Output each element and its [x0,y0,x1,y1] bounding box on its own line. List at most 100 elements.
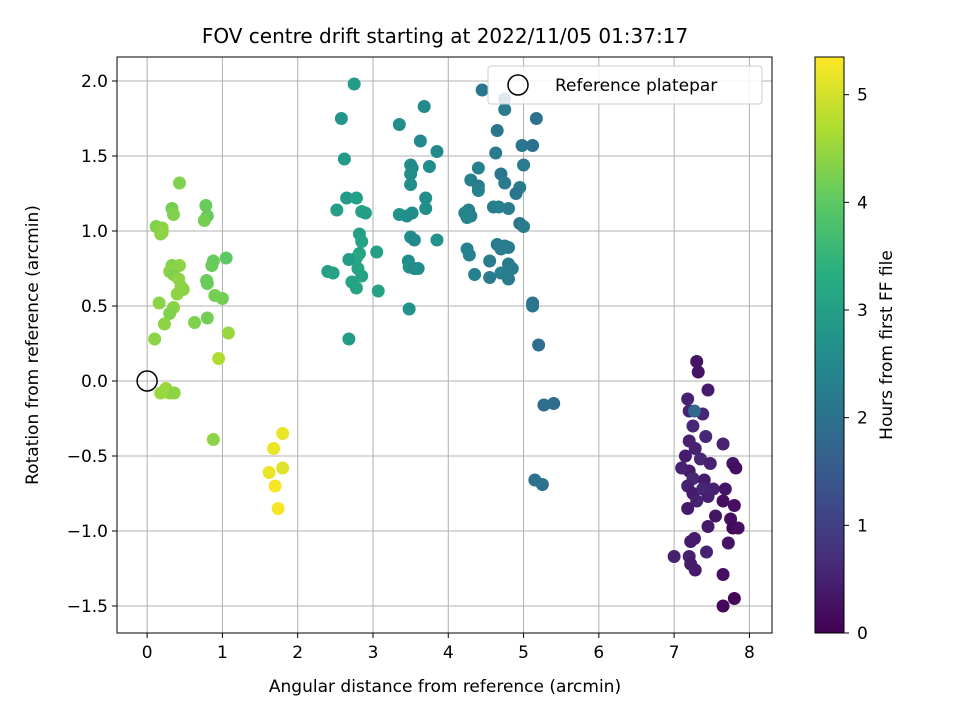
data-point [483,271,497,284]
y-tick-label: 1.5 [81,147,108,167]
data-point [268,479,282,493]
data-point [430,233,444,247]
data-point [419,191,433,205]
data-point [342,332,356,346]
data-point [727,499,741,512]
data-point [334,112,348,125]
legend-marker [507,74,529,96]
x-tick-label: 7 [669,643,680,663]
data-point [349,191,363,205]
colorbar-tick-label: 2 [857,409,868,429]
data-point [419,202,433,215]
data-point [687,404,701,418]
data-point [505,262,519,275]
data-point [276,427,290,440]
data-point [526,139,540,152]
data-point [342,253,356,266]
data-point [517,158,531,172]
data-point [262,466,276,479]
x-tick-label: 6 [593,643,604,663]
data-point [490,124,504,137]
data-point [402,302,416,316]
data-point [462,248,476,262]
data-point [690,355,704,368]
data-point [686,419,700,433]
data-point [347,77,361,91]
data-point [716,437,730,451]
data-point [716,494,730,508]
data-point [690,494,704,508]
data-point [471,161,485,175]
data-point [340,191,354,205]
data-point [501,272,515,286]
data-point [727,592,741,605]
colorbar-tick-label: 3 [857,301,868,321]
data-point [688,442,702,455]
data-point [547,397,561,410]
data-point [199,199,213,212]
data-point [475,83,489,97]
data-point [370,245,384,259]
data-point [205,259,219,272]
colorbar-tick-label: 4 [857,193,868,213]
data-point [371,284,385,298]
data-point [526,299,540,313]
data-point [163,307,177,320]
x-tick-label: 4 [443,643,454,663]
x-axis-label: Angular distance from reference (arcmin) [269,677,621,697]
x-tick-label: 1 [217,643,228,663]
x-tick-label: 3 [368,643,379,663]
legend-box [487,65,763,105]
data-point [219,251,233,265]
data-point [492,200,506,214]
data-point [729,461,743,475]
data-point [276,461,290,475]
data-point [417,100,431,113]
data-point [681,392,695,406]
y-axis-label: Rotation from reference (arcmin) [23,205,43,485]
data-point [731,521,745,535]
data-point [684,535,698,548]
data-point [667,550,681,563]
legend: Reference platepar [487,65,763,105]
y-axis-ticks: −1.5 −1.0 −0.5 0.0 0.5 1.0 1.5 2.0 [67,72,117,617]
data-point [330,203,344,217]
data-point [392,118,406,131]
y-tick-label: 0.0 [81,372,108,392]
data-point [700,545,713,559]
colorbar-tick-label: 5 [857,86,868,106]
data-point [701,490,715,503]
data-point [517,220,531,233]
data-point [498,103,512,116]
data-point [326,266,340,280]
data-point [537,398,551,412]
data-point [154,386,168,400]
data-points [148,77,745,613]
x-tick-label: 8 [744,643,755,663]
colorbar-tick-label: 0 [857,624,868,644]
data-point [404,178,418,191]
data-point [157,317,171,331]
data-point [170,287,184,301]
data-point [675,461,689,475]
plot-frame [116,56,773,634]
grid [117,57,772,633]
data-point [716,568,730,581]
colorbar-label: Hours from first FF file [877,250,897,440]
data-point [206,433,220,446]
data-point [529,112,543,125]
data-point [430,145,444,158]
y-tick-label: −0.5 [67,447,108,467]
chart-title: FOV centre drift starting at 2022/11/05 … [202,24,688,48]
data-point [404,167,418,181]
data-point [355,235,369,248]
data-point [691,365,705,379]
data-point [355,269,369,283]
data-point [483,254,497,268]
data-point [407,233,421,247]
data-point [693,452,707,466]
data-point [405,206,419,220]
x-tick-label: 5 [518,643,529,663]
data-point [678,449,692,463]
